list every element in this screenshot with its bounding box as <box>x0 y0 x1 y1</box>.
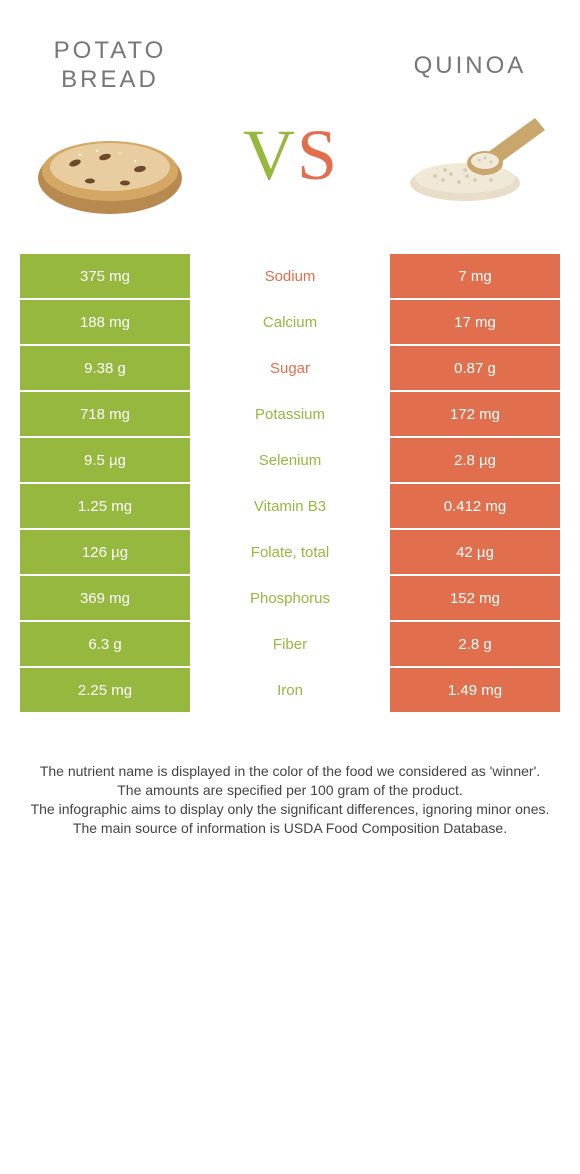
left-value: 188 mg <box>20 300 190 346</box>
table-row: 126 µgFolate, total42 µg <box>20 530 560 576</box>
nutrient-label: Potassium <box>190 392 390 438</box>
nutrient-label: Phosphorus <box>190 576 390 622</box>
left-value: 126 µg <box>20 530 190 576</box>
right-food: QUINOA <box>380 52 560 209</box>
left-value: 375 mg <box>20 254 190 300</box>
nutrient-label: Folate, total <box>190 530 390 576</box>
left-value: 9.38 g <box>20 346 190 392</box>
table-row: 2.25 mgIron1.49 mg <box>20 668 560 714</box>
vs-letter-v: V <box>243 114 295 197</box>
left-value: 9.5 µg <box>20 438 190 484</box>
nutrient-label: Selenium <box>190 438 390 484</box>
right-food-title: QUINOA <box>414 52 527 81</box>
bread-icon <box>25 113 195 223</box>
nutrient-label: Calcium <box>190 300 390 346</box>
right-value: 17 mg <box>390 300 560 346</box>
table-row: 1.25 mgVitamin B30.412 mg <box>20 484 560 530</box>
table-row: 188 mgCalcium17 mg <box>20 300 560 346</box>
nutrient-label: Vitamin B3 <box>190 484 390 530</box>
nutrient-label: Fiber <box>190 622 390 668</box>
comparison-header: POTATO BREAD VS QUINOA <box>0 0 580 240</box>
right-value: 152 mg <box>390 576 560 622</box>
table-row: 9.38 gSugar0.87 g <box>20 346 560 392</box>
table-row: 6.3 gFiber2.8 g <box>20 622 560 668</box>
right-value: 7 mg <box>390 254 560 300</box>
left-food: POTATO BREAD <box>20 37 200 223</box>
nutrient-table: 375 mgSodium7 mg188 mgCalcium17 mg9.38 g… <box>20 254 560 714</box>
table-row: 718 mgPotassium172 mg <box>20 392 560 438</box>
left-value: 2.25 mg <box>20 668 190 714</box>
right-value: 1.49 mg <box>390 668 560 714</box>
left-value: 718 mg <box>20 392 190 438</box>
nutrient-label: Iron <box>190 668 390 714</box>
footnote-line: The main source of information is USDA F… <box>30 819 550 838</box>
right-value: 0.412 mg <box>390 484 560 530</box>
footnote-line: The nutrient name is displayed in the co… <box>30 762 550 781</box>
nutrient-label: Sodium <box>190 254 390 300</box>
quinoa-icon <box>385 98 555 208</box>
right-value: 0.87 g <box>390 346 560 392</box>
left-value: 369 mg <box>20 576 190 622</box>
footnote-line: The infographic aims to display only the… <box>30 800 550 819</box>
left-value: 6.3 g <box>20 622 190 668</box>
nutrient-label: Sugar <box>190 346 390 392</box>
right-value: 172 mg <box>390 392 560 438</box>
right-value: 42 µg <box>390 530 560 576</box>
vs-letter-s: S <box>297 114 337 197</box>
right-value: 2.8 µg <box>390 438 560 484</box>
footnotes: The nutrient name is displayed in the co… <box>30 762 550 838</box>
table-row: 375 mgSodium7 mg <box>20 254 560 300</box>
footnote-line: The amounts are specified per 100 gram o… <box>30 781 550 800</box>
table-row: 9.5 µgSelenium2.8 µg <box>20 438 560 484</box>
right-value: 2.8 g <box>390 622 560 668</box>
left-food-title: POTATO BREAD <box>54 37 167 95</box>
left-value: 1.25 mg <box>20 484 190 530</box>
vs-label: VS <box>243 114 337 197</box>
table-row: 369 mgPhosphorus152 mg <box>20 576 560 622</box>
